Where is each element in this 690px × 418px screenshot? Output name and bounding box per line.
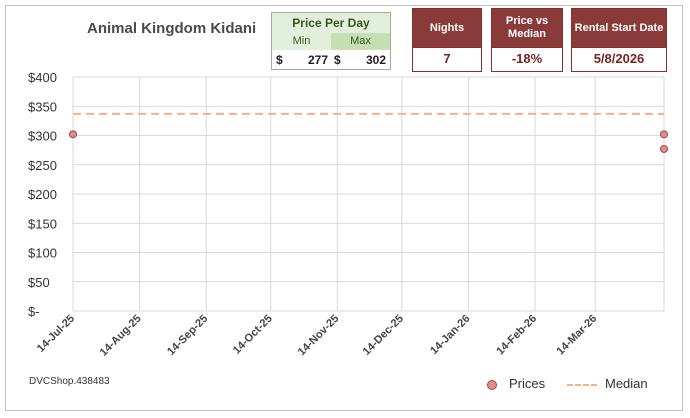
y-tick-label: $150 [28,216,57,231]
legend-median-label: Median [605,376,648,391]
x-tick-label: 14-Jul-25 [35,313,77,355]
chart-frame [5,5,683,411]
min-currency: $ [276,53,283,67]
legend-prices-label: Prices [509,376,546,391]
price-point [660,130,668,139]
legend-dot-icon [487,379,497,390]
legend-prices: Prices [487,376,545,391]
y-tick-label: $200 [28,187,57,202]
rental-start-label: Rental Start Date [572,9,666,47]
legend-median: Median [567,376,648,391]
x-tick-label: 14-Mar-26 [555,313,600,358]
price-vs-median-value: -18% [492,47,562,72]
nights-card: Nights 7 [412,8,482,72]
x-tick-label: 14-Oct-25 [231,313,275,357]
x-tick-label: 14-Aug-25 [98,313,144,359]
y-tick-label: $50 [28,275,50,290]
legend-dash-icon [567,383,597,386]
max-price-value: 302 [365,53,386,67]
price-per-day-header: Price Per Day [272,13,390,33]
x-tick-label: 14-Feb-26 [494,313,539,358]
price-vs-median-card: Price vs Median -18% [491,8,563,72]
min-label: Min [272,33,331,50]
price-point [660,144,668,153]
y-tick-label: $250 [28,158,57,173]
y-tick-label: $100 [28,246,57,261]
max-currency: $ [334,53,341,67]
y-tick-label: $400 [28,70,57,85]
source-label: DVCShop.438483 [29,376,110,387]
x-tick-label: 14-Sep-25 [165,313,210,358]
price-vs-median-label: Price vs Median [492,9,562,47]
page-title: Animal Kingdom Kidani [87,20,257,37]
price-point [69,130,77,139]
y-tick-label: $- [28,304,40,319]
x-tick-label: 14-Nov-25 [296,313,342,359]
nights-value: 7 [413,47,481,72]
rental-start-value: 5/8/2026 [572,47,666,72]
price-per-day-table: Price Per Day Min Max $ 277 $ 302 [271,12,391,70]
y-tick-label: $300 [28,129,57,144]
rental-start-card: Rental Start Date 5/8/2026 [571,8,667,72]
min-price-value: 277 [307,53,328,67]
x-tick-label: 14-Dec-25 [361,313,406,358]
max-label: Max [331,33,390,50]
x-tick-label: 14-Jan-26 [428,313,472,357]
nights-label: Nights [413,9,481,47]
y-tick-label: $350 [28,99,57,114]
